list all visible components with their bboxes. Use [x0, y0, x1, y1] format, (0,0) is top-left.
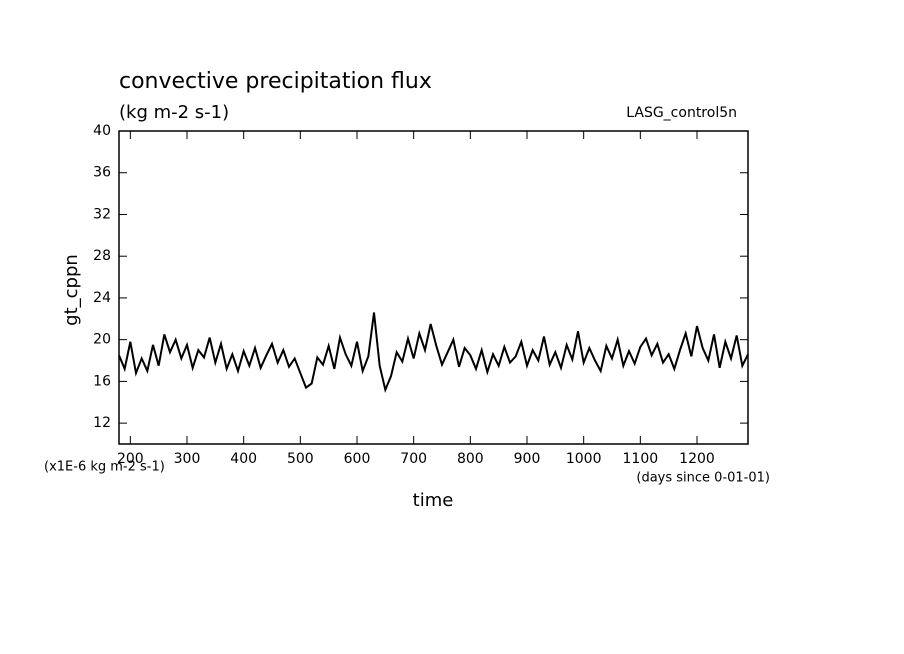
y-tick-label: 20 [93, 332, 111, 348]
x-tick-label: 800 [457, 451, 484, 467]
chart-title: convective precipitation flux [119, 69, 432, 94]
x-tick-label: 1000 [566, 451, 602, 467]
x-tick-label: 200 [117, 451, 144, 467]
x-tick-label: 400 [230, 451, 257, 467]
x-tick-label: 700 [400, 451, 427, 467]
x-units: (days since 0-01-01) [636, 471, 770, 486]
x-axis-label: time [413, 490, 454, 511]
chart-subtitle: (kg m-2 s-1) [119, 102, 229, 123]
x-tick-label: 300 [174, 451, 201, 467]
y-tick-label: 36 [93, 165, 111, 181]
y-tick-label: 24 [93, 290, 111, 306]
y-tick-label: 16 [93, 373, 111, 389]
x-tick-label: 900 [514, 451, 541, 467]
plot-frame [118, 130, 749, 445]
x-tick-label: 1100 [623, 451, 659, 467]
y-axis-label: gt_cppn [61, 254, 82, 326]
y-tick-label: 32 [93, 206, 111, 222]
x-tick-label: 1200 [679, 451, 715, 467]
y-tick-label: 28 [93, 248, 111, 264]
annotation: LASG_control5n [626, 105, 737, 121]
y-units: (x1E-6 kg m-2 s-1) [44, 460, 165, 475]
x-tick-label: 500 [287, 451, 314, 467]
x-tick-label: 600 [344, 451, 371, 467]
y-tick-label: 40 [93, 123, 111, 139]
y-tick-label: 12 [93, 415, 111, 431]
data-line [118, 312, 749, 393]
